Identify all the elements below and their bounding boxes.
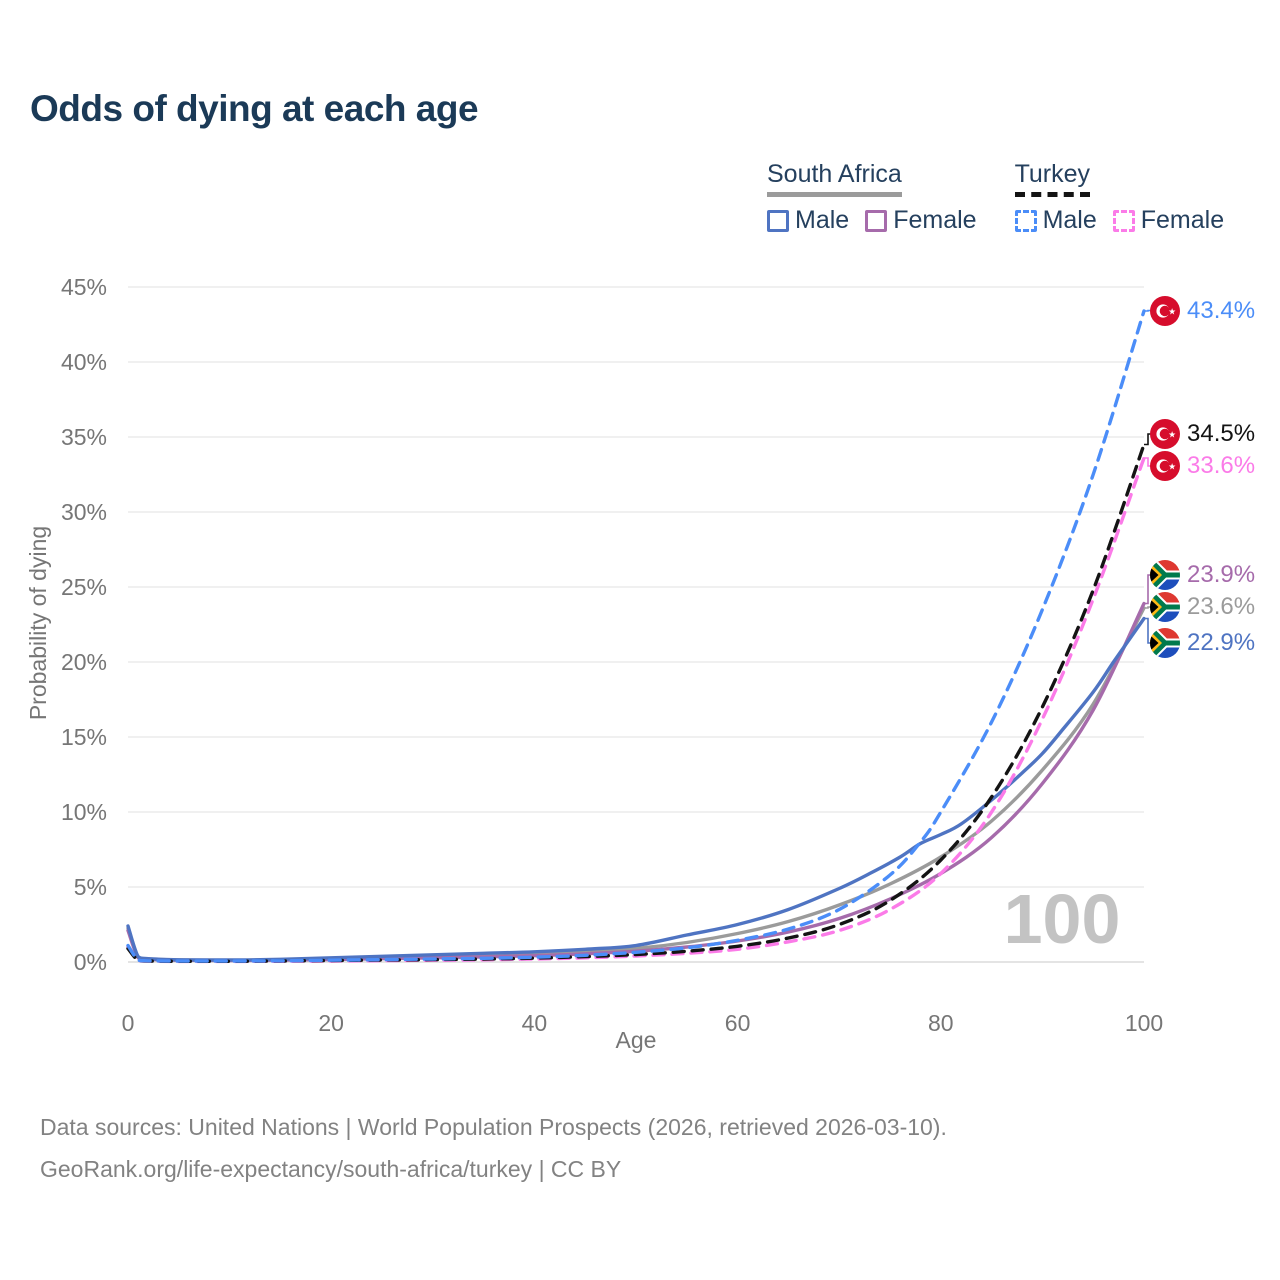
y-tick-label: 45% [61, 274, 107, 300]
south-africa-flag-icon [1150, 628, 1180, 658]
x-tick-label: 20 [318, 1010, 344, 1036]
end-label-value: 23.6% [1187, 593, 1256, 620]
y-tick-label: 20% [61, 649, 107, 675]
south-africa-flag-icon [1150, 560, 1180, 590]
y-tick-label: 40% [61, 349, 107, 375]
page-title: Odds of dying at each age [30, 88, 479, 129]
series-lines [126, 309, 1146, 964]
line-style-swatch-icon [1112, 209, 1135, 232]
legend-items-turkey: Male Female [1014, 206, 1225, 235]
gridlines [128, 286, 1144, 963]
legend-items-south-africa: Male Female [767, 206, 977, 235]
end-label-turkey-male: 43.4% [1150, 295, 1256, 326]
legend-item-label: Male [1042, 206, 1097, 234]
end-label-value: 43.4% [1187, 296, 1256, 324]
legend-group-south-africa: South Africa Male Female [767, 160, 977, 235]
series-line-turkey-female[interactable] [126, 456, 1146, 964]
legend-item-label: Female [1140, 206, 1225, 234]
footer-attribution: GeoRank.org/life-expectancy/south-africa… [40, 1156, 622, 1182]
legend-item-label: Female [893, 206, 977, 234]
y-axis-title: Probability of dying [25, 526, 51, 720]
end-label-value: 22.9% [1187, 629, 1256, 656]
legend-item-label: Male [795, 206, 850, 234]
series-line-turkey-male[interactable] [126, 309, 1146, 963]
y-tick-label: 5% [74, 874, 107, 900]
y-tick-label: 30% [61, 499, 107, 525]
series-line-turkey-both[interactable] [126, 442, 1146, 963]
legend-group-turkey: Turkey Male Female [1014, 160, 1225, 235]
end-label-value: 33.6% [1187, 452, 1256, 479]
chart-watermark: 100 [1004, 880, 1121, 958]
series-line-south-africa-male[interactable] [126, 616, 1146, 962]
end-label-value: 34.5% [1187, 420, 1256, 447]
y-axis-tick-labels: 0% 5% 10% 15% 20% 25% 30% 35% 40% 45% [61, 274, 107, 975]
line-style-swatch-icon [865, 209, 888, 232]
legend-item-south-africa-male[interactable]: Male [767, 206, 849, 235]
y-tick-label: 15% [61, 724, 107, 750]
y-tick-label: 25% [61, 574, 107, 600]
chart-legend: South Africa Male Female Turkey Male Fem… [767, 160, 1224, 235]
footer-data-sources: Data sources: United Nations | World Pop… [40, 1114, 947, 1140]
end-label-south-africa-female: 23.9% [1150, 560, 1255, 590]
south-africa-flag-icon [1150, 592, 1180, 622]
y-tick-label: 10% [61, 799, 107, 825]
turkey-flag-icon [1150, 451, 1180, 481]
x-tick-label: 100 [1125, 1010, 1163, 1036]
end-label-turkey-both: 34.5% [1150, 419, 1255, 449]
end-label-south-africa-male: 22.9% [1150, 628, 1255, 658]
legend-country-south-africa[interactable]: South Africa [767, 160, 902, 197]
line-style-swatch-icon [1014, 209, 1037, 232]
x-tick-label: 40 [522, 1010, 548, 1036]
turkey-flag-icon [1150, 295, 1180, 326]
legend-item-south-africa-female[interactable]: Female [865, 206, 977, 235]
turkey-flag-icon [1150, 419, 1180, 449]
x-tick-label: 80 [928, 1010, 954, 1036]
x-tick-label: 0 [122, 1010, 135, 1036]
footer: Data sources: United Nations | World Pop… [40, 1106, 947, 1190]
legend-country-turkey[interactable]: Turkey [1014, 160, 1091, 197]
x-axis-title: Age [616, 1027, 657, 1053]
x-tick-label: 60 [725, 1010, 751, 1036]
y-tick-label: 35% [61, 424, 107, 450]
line-style-swatch-icon [767, 209, 789, 232]
y-tick-label: 0% [74, 949, 107, 975]
end-label-turkey-female: 33.6% [1150, 451, 1255, 481]
legend-item-turkey-male[interactable]: Male [1014, 206, 1097, 235]
end-label-value: 23.9% [1187, 561, 1256, 588]
end-label-south-africa-both: 23.6% [1150, 592, 1255, 622]
legend-item-turkey-female[interactable]: Female [1112, 206, 1225, 235]
series-line-south-africa-female[interactable] [126, 601, 1146, 963]
x-axis-tick-labels: 0 20 40 60 80 100 [122, 1010, 1164, 1036]
series-line-south-africa-both[interactable] [126, 606, 1146, 963]
